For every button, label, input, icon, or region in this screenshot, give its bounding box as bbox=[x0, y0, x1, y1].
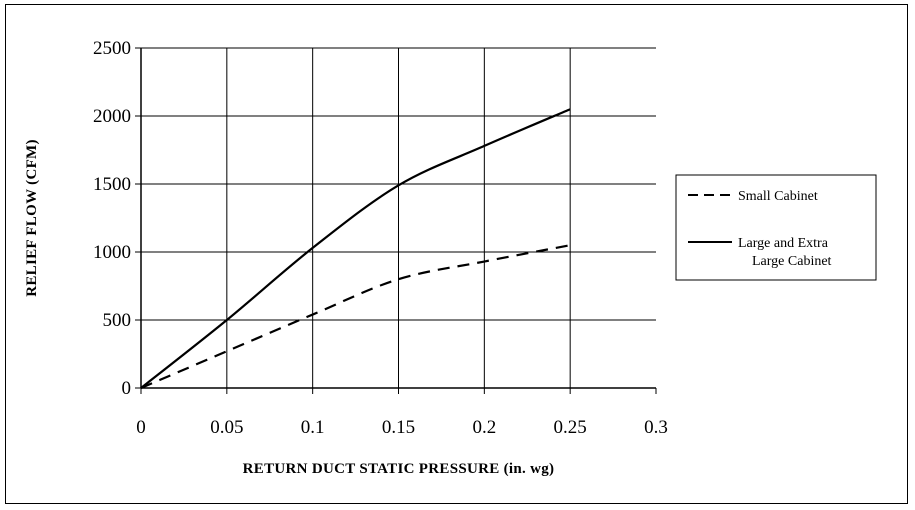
legend-box bbox=[675, 174, 877, 281]
grid bbox=[140, 47, 656, 389]
chart-frame: 0 500 1000 1500 2000 2500 0 0.05 0.1 0.15 0.2 0.25 0… bbox=[5, 4, 908, 504]
y-tick-label: 0 bbox=[122, 378, 132, 399]
tick-labels: 0 500 1000 1500 2000 2500 0 0.05 0.1 0.15 0.2 0.25 0… bbox=[93, 38, 668, 438]
y-tick-label: 1500 bbox=[93, 174, 131, 195]
x-tick-label: 0.1 bbox=[301, 417, 325, 438]
legend-item-small-cabinet: Small Cabinet bbox=[688, 189, 818, 204]
legend-label-large-cabinet-line1: Large and Extra bbox=[738, 236, 829, 251]
x-axis-title: RETURN DUCT STATIC PRESSURE (in. wg) bbox=[243, 461, 555, 477]
series-line-large-cabinet bbox=[140, 108, 571, 389]
x-tick-label: 0.3 bbox=[644, 417, 668, 438]
x-tick-label: 0 bbox=[136, 417, 146, 438]
y-tick-label: 1000 bbox=[93, 242, 131, 263]
x-tick-label: 0.2 bbox=[472, 417, 496, 438]
y-axis-title: RELIEF FLOW (CFM) bbox=[24, 139, 40, 297]
series-line-small-cabinet bbox=[140, 244, 571, 390]
legend-item-large-cabinet: Large and Extra Large Cabinet bbox=[688, 236, 832, 269]
axes bbox=[135, 47, 657, 394]
legend: Small Cabinet Large and Extra Large Cabi… bbox=[675, 174, 877, 281]
series-lines bbox=[140, 108, 571, 390]
legend-label-small-cabinet: Small Cabinet bbox=[738, 189, 818, 204]
y-tick-label: 2500 bbox=[93, 38, 131, 59]
x-tick-label: 0.15 bbox=[382, 417, 415, 438]
x-tick-label: 0.25 bbox=[554, 417, 587, 438]
y-tick-label: 2000 bbox=[93, 106, 131, 127]
y-tick-label: 500 bbox=[103, 310, 132, 331]
line-chart: 0 500 1000 1500 2000 2500 0 0.05 0.1 0.15 0.2 0.25 0… bbox=[24, 38, 877, 477]
x-tick-label: 0.05 bbox=[210, 417, 243, 438]
legend-label-large-cabinet-line2: Large Cabinet bbox=[752, 254, 832, 269]
